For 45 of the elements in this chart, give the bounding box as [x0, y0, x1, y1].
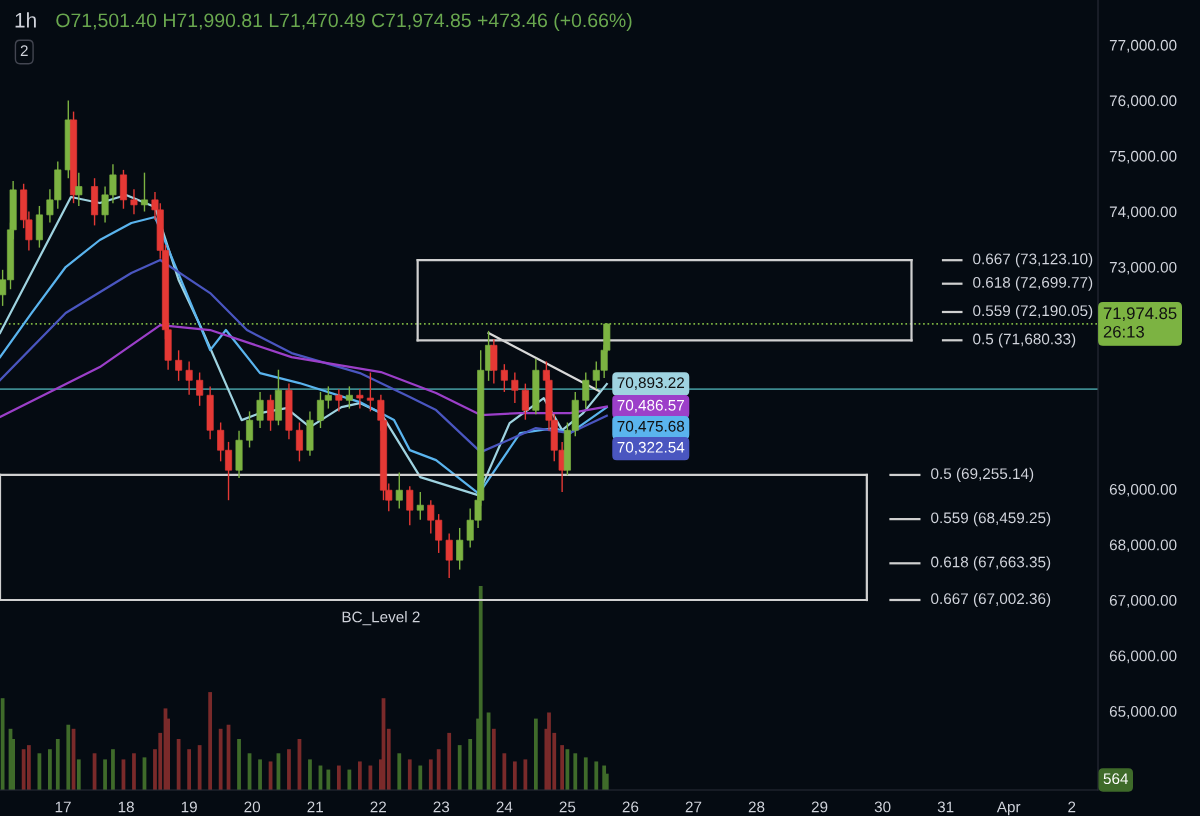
chart-title: 1h [15, 12, 36, 28]
x-tick-label: 23 [433, 801, 450, 813]
x-tick-label: 18 [118, 801, 134, 813]
y-tick-label: 68,000.00 [1109, 539, 1177, 553]
annotation: 0.667 (73,123.10) [973, 253, 1093, 268]
x-tick-label: 30 [874, 801, 891, 813]
y-tick-label: 75,000.00 [1109, 150, 1177, 164]
annotation: BC_Level 2 [342, 611, 420, 626]
x-tick-label: 17 [55, 801, 71, 813]
annotation: 0.618 (72,699.77) [973, 276, 1093, 291]
x-tick-label: 29 [811, 801, 828, 813]
x-tick-label: 25 [559, 801, 576, 813]
text: 564 [1103, 773, 1129, 785]
x-tick-label: 19 [181, 801, 197, 813]
y-tick-label: 74,000.00 [1109, 206, 1177, 220]
y-tick-label: 73,000.00 [1109, 261, 1177, 275]
y-tick-label: 65,000.00 [1109, 706, 1177, 719]
annotation: 0.559 (68,459.25) [931, 512, 1051, 527]
x-tick-label: 22 [370, 801, 386, 813]
annotation: 0.5 (71,680.33) [973, 333, 1076, 348]
annotation: 2 [20, 45, 28, 56]
ref-line-label: 71,974.85 26:13 [1103, 307, 1177, 338]
annotation: 0.667 (67,002.36) [931, 592, 1051, 608]
x-tick-label: 20 [244, 801, 261, 813]
data-label: 70,322.54 [617, 441, 685, 455]
x-tick-label: 28 [748, 801, 765, 813]
x-tick-label: 21 [307, 801, 323, 813]
annotation: 0.618 (67,663.35) [931, 556, 1051, 571]
y-tick-label: 69,000.00 [1109, 483, 1177, 497]
y-tick-label: 76,000.00 [1109, 95, 1177, 108]
y-tick-label: 66,000.00 [1109, 650, 1177, 664]
x-tick-label: 31 [937, 801, 954, 813]
data-label: 70,475.68 [617, 420, 685, 434]
x-tick-label: Apr [996, 801, 1021, 816]
y-tick-label: 67,000.00 [1109, 595, 1177, 608]
x-tick-label: 2 [1068, 801, 1076, 813]
data-label: 70,893.22 [617, 377, 684, 390]
annotation: 0.559 (72,190.05) [973, 304, 1093, 320]
text: O71,501.40 H71,990.81 L71,470.49 C71,974.85 +473.46 (+0.66%) [56, 12, 632, 32]
annotation: 0.5 (69,255.14) [931, 467, 1034, 483]
data-label: 70,486.57 [617, 399, 684, 413]
x-tick-label: 24 [496, 801, 513, 813]
x-tick-label: 26 [622, 801, 639, 813]
y-tick-label: 77,000.00 [1109, 39, 1177, 53]
x-tick-label: 27 [685, 801, 702, 813]
